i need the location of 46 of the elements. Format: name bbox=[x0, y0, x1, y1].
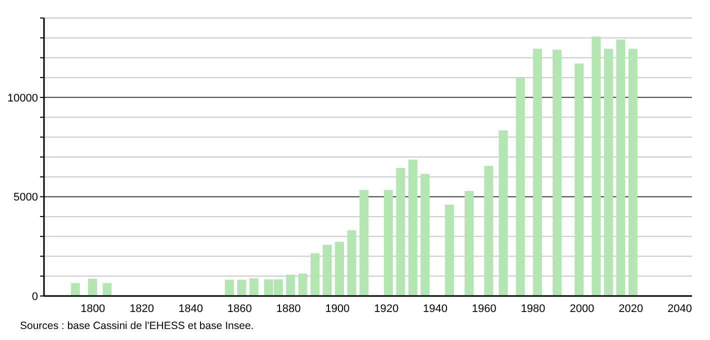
bar bbox=[384, 190, 393, 296]
bar bbox=[408, 160, 418, 296]
x-tick-label: 1900 bbox=[325, 302, 350, 315]
x-tick-label: 1880 bbox=[276, 302, 301, 315]
bar bbox=[445, 204, 454, 296]
x-tick-label: 1920 bbox=[374, 302, 399, 315]
bar bbox=[102, 283, 112, 296]
bar bbox=[249, 278, 258, 296]
x-tick-label: 1960 bbox=[472, 302, 496, 315]
bar bbox=[592, 36, 601, 296]
bar bbox=[533, 48, 542, 296]
bar bbox=[286, 274, 296, 296]
x-tick-label: 1800 bbox=[80, 302, 106, 315]
bar bbox=[298, 274, 308, 296]
bar bbox=[322, 244, 332, 296]
bar bbox=[334, 242, 344, 296]
x-tick-label: 2040 bbox=[668, 302, 692, 315]
x-tick-label: 1820 bbox=[130, 302, 154, 315]
bar bbox=[628, 48, 638, 296]
y-tick-label: 10000 bbox=[7, 92, 38, 104]
bar bbox=[552, 50, 562, 296]
bar bbox=[420, 174, 430, 296]
bar bbox=[88, 278, 98, 296]
bar bbox=[484, 166, 494, 296]
bar bbox=[516, 78, 525, 296]
x-tick-label: 1980 bbox=[520, 302, 546, 315]
bar bbox=[604, 48, 613, 296]
x-tick-label: 2020 bbox=[618, 302, 644, 315]
bar bbox=[237, 280, 246, 296]
bar bbox=[347, 230, 356, 296]
x-tick-label: 1940 bbox=[423, 302, 448, 315]
x-tick-label: 2000 bbox=[570, 302, 594, 315]
y-tick-label: 5000 bbox=[14, 192, 38, 204]
y-tick-label: 0 bbox=[32, 290, 38, 303]
bar bbox=[70, 283, 80, 296]
bar bbox=[359, 190, 368, 296]
source-note: Sources : base Cassini de l'EHESS et base Insee. bbox=[20, 320, 255, 332]
bar bbox=[464, 190, 474, 296]
x-tick-label: 1840 bbox=[178, 302, 203, 315]
bar bbox=[574, 63, 584, 296]
bar bbox=[310, 253, 320, 296]
bar bbox=[396, 168, 406, 296]
bar bbox=[224, 280, 234, 296]
bar bbox=[498, 130, 508, 296]
bar bbox=[616, 39, 626, 296]
x-tick-label: 1860 bbox=[227, 302, 252, 315]
